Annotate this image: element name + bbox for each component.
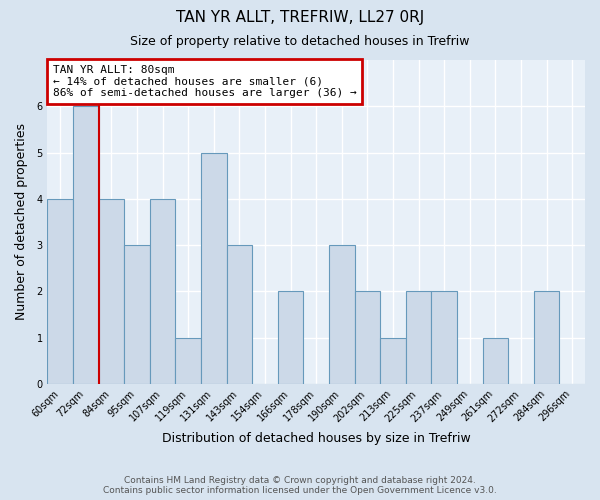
Bar <box>355 292 380 384</box>
Bar <box>124 245 150 384</box>
Text: TAN YR ALLT, TREFRIW, LL27 0RJ: TAN YR ALLT, TREFRIW, LL27 0RJ <box>176 10 424 25</box>
Bar <box>73 106 98 384</box>
Bar <box>227 245 252 384</box>
Text: TAN YR ALLT: 80sqm
← 14% of detached houses are smaller (6)
86% of semi-detached: TAN YR ALLT: 80sqm ← 14% of detached hou… <box>53 65 356 98</box>
Bar <box>380 338 406 384</box>
Bar <box>406 292 431 384</box>
Y-axis label: Number of detached properties: Number of detached properties <box>15 124 28 320</box>
Bar <box>534 292 559 384</box>
Bar <box>98 199 124 384</box>
Bar <box>482 338 508 384</box>
Bar <box>329 245 355 384</box>
Bar <box>175 338 201 384</box>
X-axis label: Distribution of detached houses by size in Trefriw: Distribution of detached houses by size … <box>162 432 470 445</box>
Text: Size of property relative to detached houses in Trefriw: Size of property relative to detached ho… <box>130 35 470 48</box>
Bar <box>431 292 457 384</box>
Text: Contains HM Land Registry data © Crown copyright and database right 2024.
Contai: Contains HM Land Registry data © Crown c… <box>103 476 497 495</box>
Bar <box>150 199 175 384</box>
Bar <box>201 152 227 384</box>
Bar <box>278 292 304 384</box>
Bar <box>47 199 73 384</box>
